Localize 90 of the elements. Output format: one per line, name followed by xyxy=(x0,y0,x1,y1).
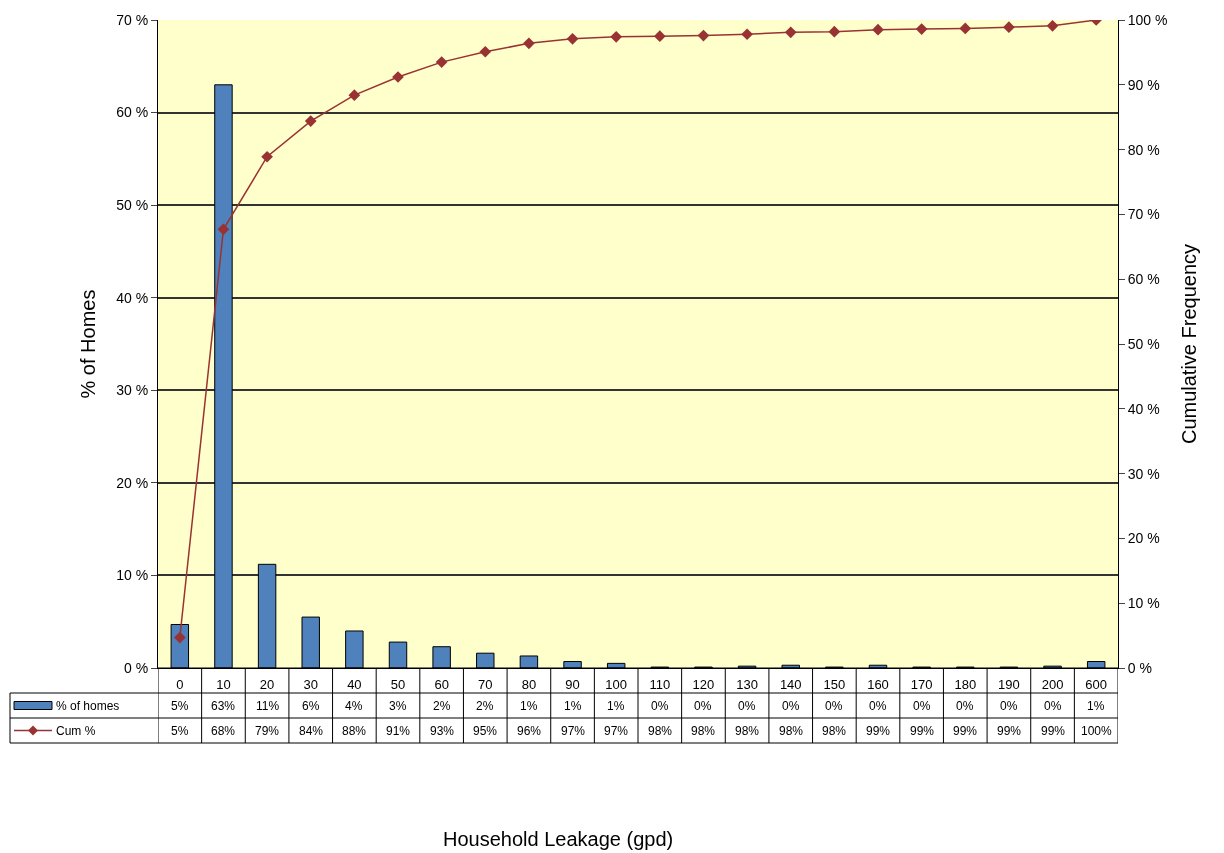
data-label: 84% xyxy=(299,724,324,738)
x-tick-label: 20 xyxy=(259,676,275,692)
x-tick-label: 130 xyxy=(736,676,758,692)
x-tick-label: 150 xyxy=(823,676,846,692)
data-label: 0% xyxy=(825,699,843,713)
x-tick-label: 40 xyxy=(347,676,362,692)
data-label: 0% xyxy=(694,699,712,713)
data-label: 96% xyxy=(517,724,542,738)
y-tick-label: 20 % xyxy=(116,474,149,491)
data-label: 1% xyxy=(1087,699,1105,713)
data-label: 11% xyxy=(256,699,280,713)
data-label: 0% xyxy=(913,699,931,713)
data-label: 93% xyxy=(430,724,455,738)
y2-tick-label: 40 % xyxy=(1127,400,1160,417)
data-label: 5% xyxy=(171,699,189,713)
data-label: 95% xyxy=(473,724,498,738)
data-label: 1% xyxy=(520,699,538,713)
data-label: 97% xyxy=(561,724,586,738)
data-label: 100% xyxy=(1081,724,1113,738)
x-tick-label: 170 xyxy=(910,676,933,692)
y-tick-label: 0 % xyxy=(124,659,149,676)
x-tick-label: 0 xyxy=(176,676,184,692)
x-tick-label: 140 xyxy=(779,676,802,692)
y2-axis-title: Cumulative Frequency xyxy=(1178,243,1200,445)
data-label: 88% xyxy=(342,724,367,738)
data-label: 99% xyxy=(997,724,1022,738)
x-tick-label: 90 xyxy=(565,676,580,692)
y-tick-label: 60 % xyxy=(116,104,149,121)
y-tick-label: 70 % xyxy=(116,11,149,28)
x-tick-label: 180 xyxy=(954,676,977,692)
data-label: 4% xyxy=(345,699,363,713)
data-label: 0% xyxy=(956,699,974,713)
y2-tick-label: 30 % xyxy=(1127,465,1160,482)
data-label: 91% xyxy=(386,724,411,738)
data-label: 1% xyxy=(564,699,582,713)
y2-tick-label: 90 % xyxy=(1127,76,1160,93)
x-tick-label: 110 xyxy=(649,676,671,692)
x-tick-label: 80 xyxy=(521,676,537,692)
data-label: 97% xyxy=(604,724,629,738)
y2-tick-label: 20 % xyxy=(1127,530,1160,547)
x-tick-label: 200 xyxy=(1041,676,1064,692)
x-tick-label: 50 xyxy=(390,676,406,692)
data-label: 98% xyxy=(822,724,847,738)
data-label: 3% xyxy=(389,699,407,713)
text: Household Leakage (gpd) xyxy=(443,828,674,850)
data-label: 0% xyxy=(782,699,800,713)
data-label: 98% xyxy=(779,724,804,738)
data-label: 68% xyxy=(211,724,236,738)
data-label: 99% xyxy=(1041,724,1066,738)
data-label: 0% xyxy=(1044,699,1062,713)
data-label: 99% xyxy=(910,724,935,738)
x-tick-label: 190 xyxy=(998,676,1020,692)
x-tick-label: 10 xyxy=(216,676,231,692)
x-tick-label: 100 xyxy=(605,676,628,692)
data-label: 0% xyxy=(1000,699,1018,713)
data-label: 5% xyxy=(171,724,189,738)
y2-tick-label: 70 % xyxy=(1127,206,1160,223)
x-tick-label: 60 xyxy=(434,676,449,692)
y2-tick-label: 100 % xyxy=(1127,11,1168,28)
data-label: 98% xyxy=(735,724,760,738)
y-axis-title: % of Homes xyxy=(76,289,99,399)
data-label: 99% xyxy=(866,724,891,738)
data-label: 1% xyxy=(607,699,625,713)
x-tick-label: 70 xyxy=(478,676,493,692)
data-label: 63% xyxy=(211,699,236,713)
data-label: 6% xyxy=(302,699,320,713)
data-label: 98% xyxy=(691,724,716,738)
y2-tick-label: 80 % xyxy=(1127,141,1160,158)
y-tick-label: 30 % xyxy=(116,382,149,399)
x-tick-label: 160 xyxy=(867,676,889,692)
y2-tick-label: 10 % xyxy=(1127,595,1160,612)
data-label: 2% xyxy=(476,699,494,713)
y2-tick-label: 60 % xyxy=(1127,271,1160,288)
data-label: 79% xyxy=(255,724,280,738)
y-tick-label: 10 % xyxy=(116,567,149,584)
data-label: 99% xyxy=(953,724,978,738)
x-tick-label: 600 xyxy=(1085,676,1108,692)
y-tick-label: 40 % xyxy=(116,289,149,306)
data-label: 2% xyxy=(433,699,451,713)
data-label: 0% xyxy=(738,699,756,713)
x-tick-label: 30 xyxy=(303,676,318,692)
data-label: 0% xyxy=(869,699,887,713)
data-label: 98% xyxy=(648,724,673,738)
x-tick-label: 120 xyxy=(692,676,715,692)
data-label: 0% xyxy=(651,699,669,713)
y2-tick-label: 0 % xyxy=(1127,659,1152,676)
y-tick-label: 50 % xyxy=(116,197,149,214)
legend-label: Cum % xyxy=(56,724,96,738)
legend-label: % of homes xyxy=(56,699,120,713)
y2-tick-label: 50 % xyxy=(1127,335,1160,352)
